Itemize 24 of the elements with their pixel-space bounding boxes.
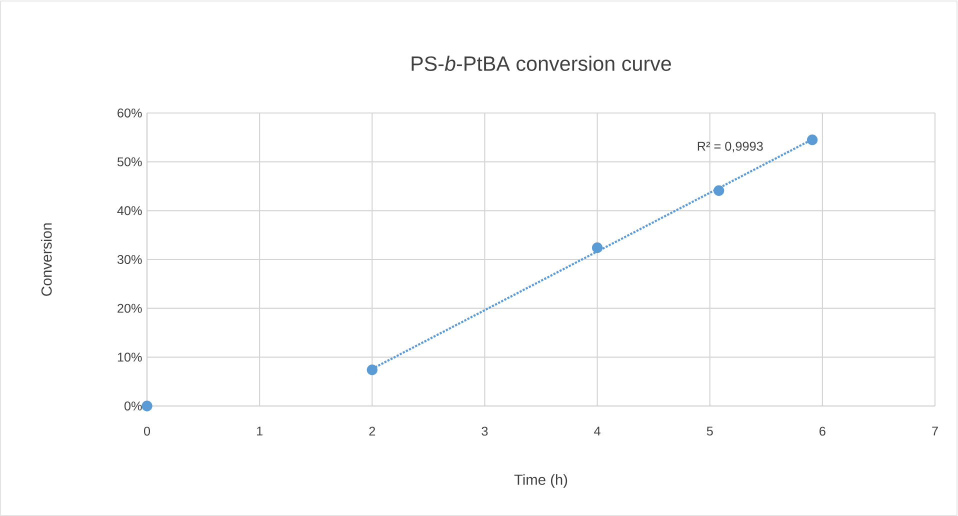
y-axis-title: Conversion bbox=[41, 223, 52, 296]
x-tick-label: 4 bbox=[594, 426, 600, 436]
x-tick-label: 3 bbox=[482, 426, 488, 436]
y-tick-label: 50% bbox=[117, 157, 142, 166]
y-tick-label: 60% bbox=[118, 108, 142, 118]
annotation: R² = 0,9993 bbox=[698, 142, 763, 152]
x-tick-label: 6 bbox=[820, 426, 826, 436]
y-tick-label: 0% bbox=[124, 402, 142, 410]
x-tick-label: 1 bbox=[257, 426, 262, 436]
point bbox=[142, 400, 152, 412]
chart-title: PS-b-PtBA conversion curve bbox=[412, 56, 671, 71]
point bbox=[714, 185, 724, 196]
point bbox=[592, 242, 603, 254]
x-tick-label: 2 bbox=[369, 426, 376, 436]
y-tick-label: 40% bbox=[117, 206, 142, 216]
x-tick-label: 7 bbox=[932, 426, 938, 436]
y-tick-label: 20% bbox=[118, 304, 142, 313]
x-tick-label: 5 bbox=[706, 426, 713, 436]
x-tick-label: 0 bbox=[144, 426, 150, 436]
y-tick-label: 30% bbox=[117, 255, 142, 264]
x-axis-title: Time (h) bbox=[514, 474, 568, 488]
point bbox=[366, 364, 378, 376]
y-tick-label: 10% bbox=[118, 352, 142, 362]
point bbox=[806, 134, 818, 146]
